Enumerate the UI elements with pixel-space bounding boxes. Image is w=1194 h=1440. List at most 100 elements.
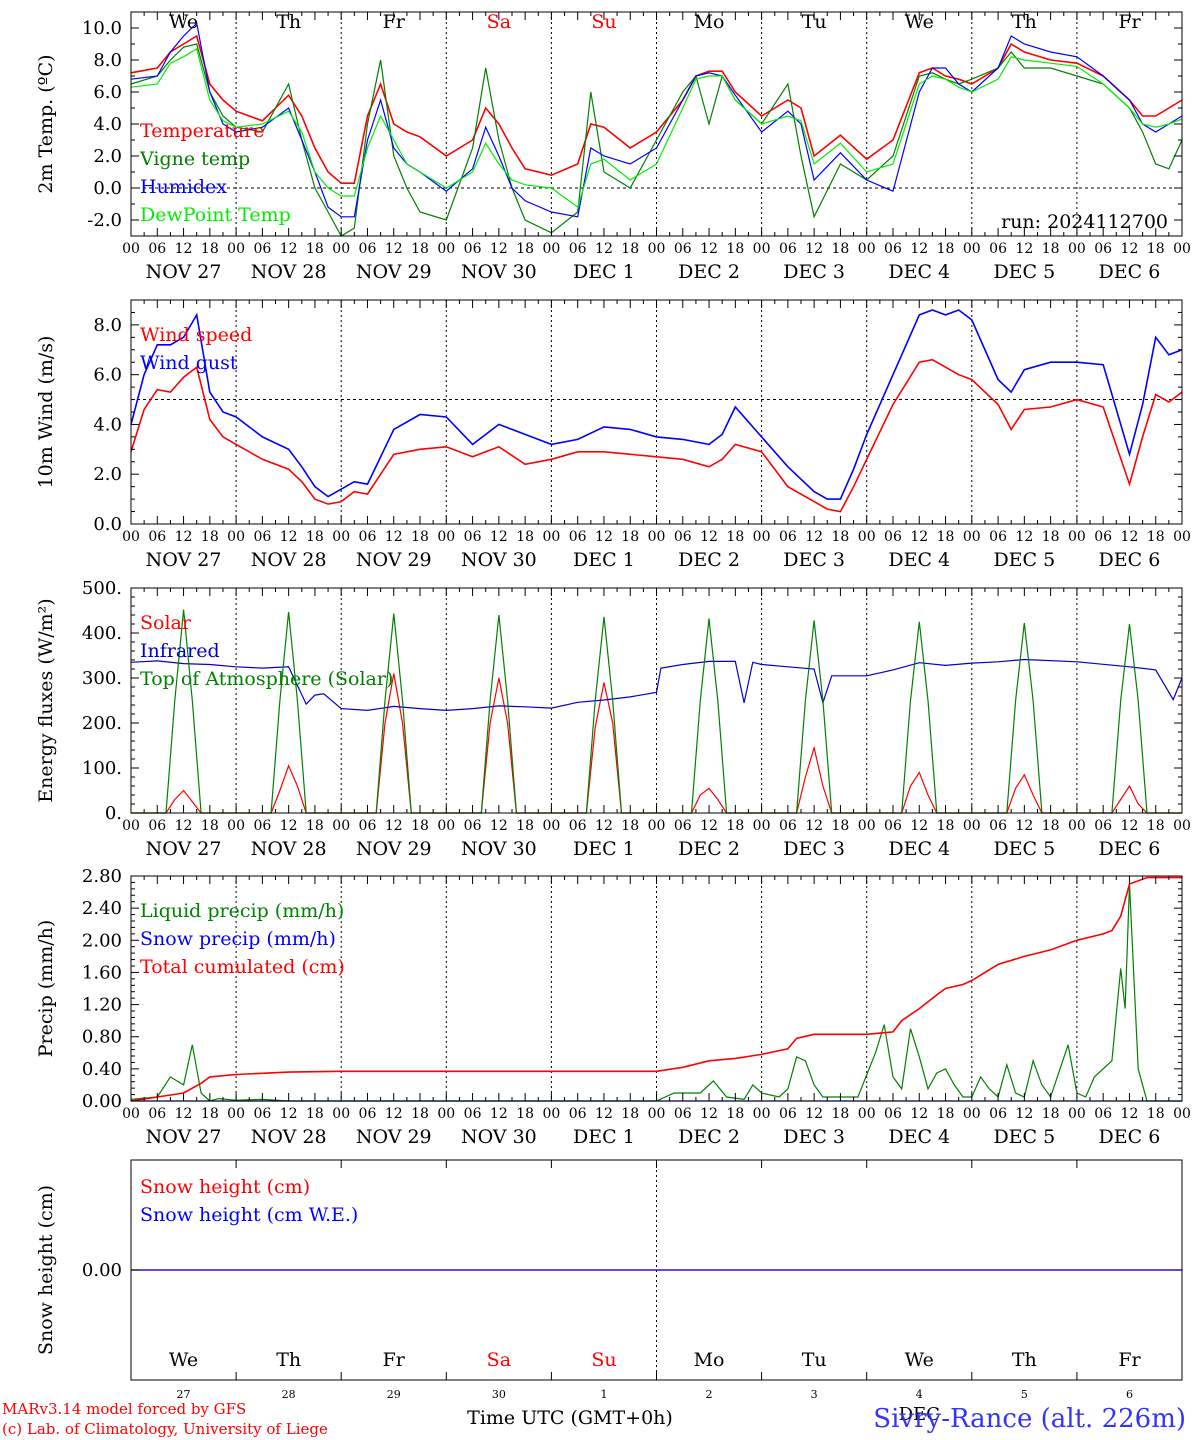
x-hour-label: 06 xyxy=(148,818,166,834)
x-hour-label: 06 xyxy=(569,529,587,545)
x-hour-label: 00 xyxy=(648,818,666,834)
x-hour-label: 18 xyxy=(1042,1106,1060,1122)
series-line-vigne-temp xyxy=(130,43,1183,237)
x-hour-label: 12 xyxy=(805,529,823,545)
x-hour-label: 18 xyxy=(726,529,744,545)
weekday-label: Sa xyxy=(487,11,511,33)
x-date-label: NOV 30 xyxy=(461,838,537,860)
x-hour-label: 00 xyxy=(227,818,245,834)
y-axis-label: Energy fluxes (W/m²) xyxy=(35,598,57,802)
y-tick-label: 1.60 xyxy=(82,962,122,983)
x-hour-label: 00 xyxy=(648,241,666,257)
x-hour-label: 12 xyxy=(1121,818,1139,834)
x-hour-label: 00 xyxy=(332,529,350,545)
x-hour-label: 00 xyxy=(122,529,140,545)
x-date-label: NOV 27 xyxy=(146,838,222,860)
y-tick-label: 8.0 xyxy=(93,315,122,336)
credit-line: (c) Lab. of Climatology, University of L… xyxy=(2,1420,328,1438)
x-date-label: DEC 4 xyxy=(888,838,950,860)
x-hour-label: 18 xyxy=(411,529,429,545)
x-hour-label: 00 xyxy=(1068,529,1086,545)
x-date-label: DEC 6 xyxy=(1099,1126,1161,1148)
x-hour-label: 00 xyxy=(542,529,560,545)
x-date-label: NOV 29 xyxy=(356,838,432,860)
x-hour-label: 00 xyxy=(437,1106,455,1122)
y-tick-label: 0.00 xyxy=(82,1260,122,1281)
x-hour-label: 12 xyxy=(805,818,823,834)
x-hour-label: 12 xyxy=(1015,529,1033,545)
y-axis-label: 10m Wind (m/s) xyxy=(35,336,57,489)
x-hour-label: 12 xyxy=(595,241,613,257)
x-hour-label: 06 xyxy=(779,1106,797,1122)
x-hour-label: 00 xyxy=(1068,1106,1086,1122)
series-line-humidex xyxy=(130,21,1183,218)
x-hour-label: 00 xyxy=(332,1106,350,1122)
x-date-label: DEC 3 xyxy=(783,261,845,283)
x-hour-label: 12 xyxy=(910,529,928,545)
x-hour-label: 06 xyxy=(569,818,587,834)
x-hour-label: 00 xyxy=(648,1106,666,1122)
weekday-label: We xyxy=(169,11,198,33)
x-date-label: DEC 2 xyxy=(678,549,740,571)
x-hour-label: 12 xyxy=(280,818,298,834)
x-hour-label: 12 xyxy=(490,818,508,834)
x-hour-label: 12 xyxy=(910,818,928,834)
x-hour-label: 06 xyxy=(464,1106,482,1122)
x-date-label: DEC 4 xyxy=(888,261,950,283)
x-date-label: DEC 6 xyxy=(1099,838,1161,860)
x-hour-label: 06 xyxy=(253,529,271,545)
y-tick-label: 10.0 xyxy=(82,18,122,39)
day-number-label: 5 xyxy=(1021,1388,1028,1401)
x-hour-label: 00 xyxy=(122,818,140,834)
x-hour-label: 06 xyxy=(989,818,1007,834)
x-date-label: DEC 1 xyxy=(573,838,635,860)
x-hour-label: 12 xyxy=(280,241,298,257)
x-date-label: NOV 29 xyxy=(356,261,432,283)
x-hour-label: 18 xyxy=(516,241,534,257)
y-tick-label: -2.0 xyxy=(87,210,122,231)
x-hour-label: 18 xyxy=(516,1106,534,1122)
series-line-wind-speed xyxy=(130,358,1183,513)
x-hour-label: 12 xyxy=(910,1106,928,1122)
weekday-label: Fr xyxy=(1118,1349,1141,1371)
x-date-label: NOV 27 xyxy=(146,261,222,283)
x-hour-label: 06 xyxy=(989,241,1007,257)
y-tick-label: 0.40 xyxy=(82,1059,122,1080)
y-tick-label: 300. xyxy=(82,668,122,689)
y-tick-label: 500. xyxy=(82,578,122,599)
series-line-dewpoint-temp xyxy=(130,47,1183,209)
x-hour-label: 18 xyxy=(832,241,850,257)
x-hour-label: 18 xyxy=(516,529,534,545)
day-number-label: 3 xyxy=(811,1388,818,1401)
x-hour-label: 18 xyxy=(621,241,639,257)
x-hour-label: 00 xyxy=(437,818,455,834)
x-hour-label: 18 xyxy=(411,1106,429,1122)
weekday-label: Su xyxy=(591,11,616,33)
x-hour-label: 06 xyxy=(148,529,166,545)
day-number-label: 27 xyxy=(177,1388,191,1401)
x-hour-label: 12 xyxy=(595,529,613,545)
x-axis-label: Time UTC (GMT+0h) xyxy=(467,1407,673,1429)
x-hour-label: 06 xyxy=(674,1106,692,1122)
y-tick-label: 400. xyxy=(82,623,122,644)
x-hour-label: 06 xyxy=(674,529,692,545)
x-hour-label: 06 xyxy=(884,818,902,834)
day-number-label: 2 xyxy=(706,1388,713,1401)
weekday-label: Fr xyxy=(1118,11,1141,33)
x-date-label: DEC 5 xyxy=(993,1126,1055,1148)
x-hour-label: 06 xyxy=(779,818,797,834)
x-hour-label: 12 xyxy=(490,529,508,545)
weekday-label: Su xyxy=(591,1349,616,1371)
x-hour-label: 18 xyxy=(726,241,744,257)
weekday-label: We xyxy=(169,1349,198,1371)
x-hour-label: 18 xyxy=(1042,818,1060,834)
x-hour-label: 18 xyxy=(937,1106,955,1122)
x-hour-label: 12 xyxy=(700,529,718,545)
x-hour-label: 18 xyxy=(937,241,955,257)
series-line-liquid-precip-mm-h- xyxy=(130,883,1182,1102)
y-tick-label: 0.80 xyxy=(82,1027,122,1048)
y-tick-label: 100. xyxy=(82,758,122,779)
x-date-label: DEC 6 xyxy=(1099,261,1161,283)
x-date-label: NOV 28 xyxy=(251,1126,327,1148)
x-hour-label: 06 xyxy=(884,1106,902,1122)
